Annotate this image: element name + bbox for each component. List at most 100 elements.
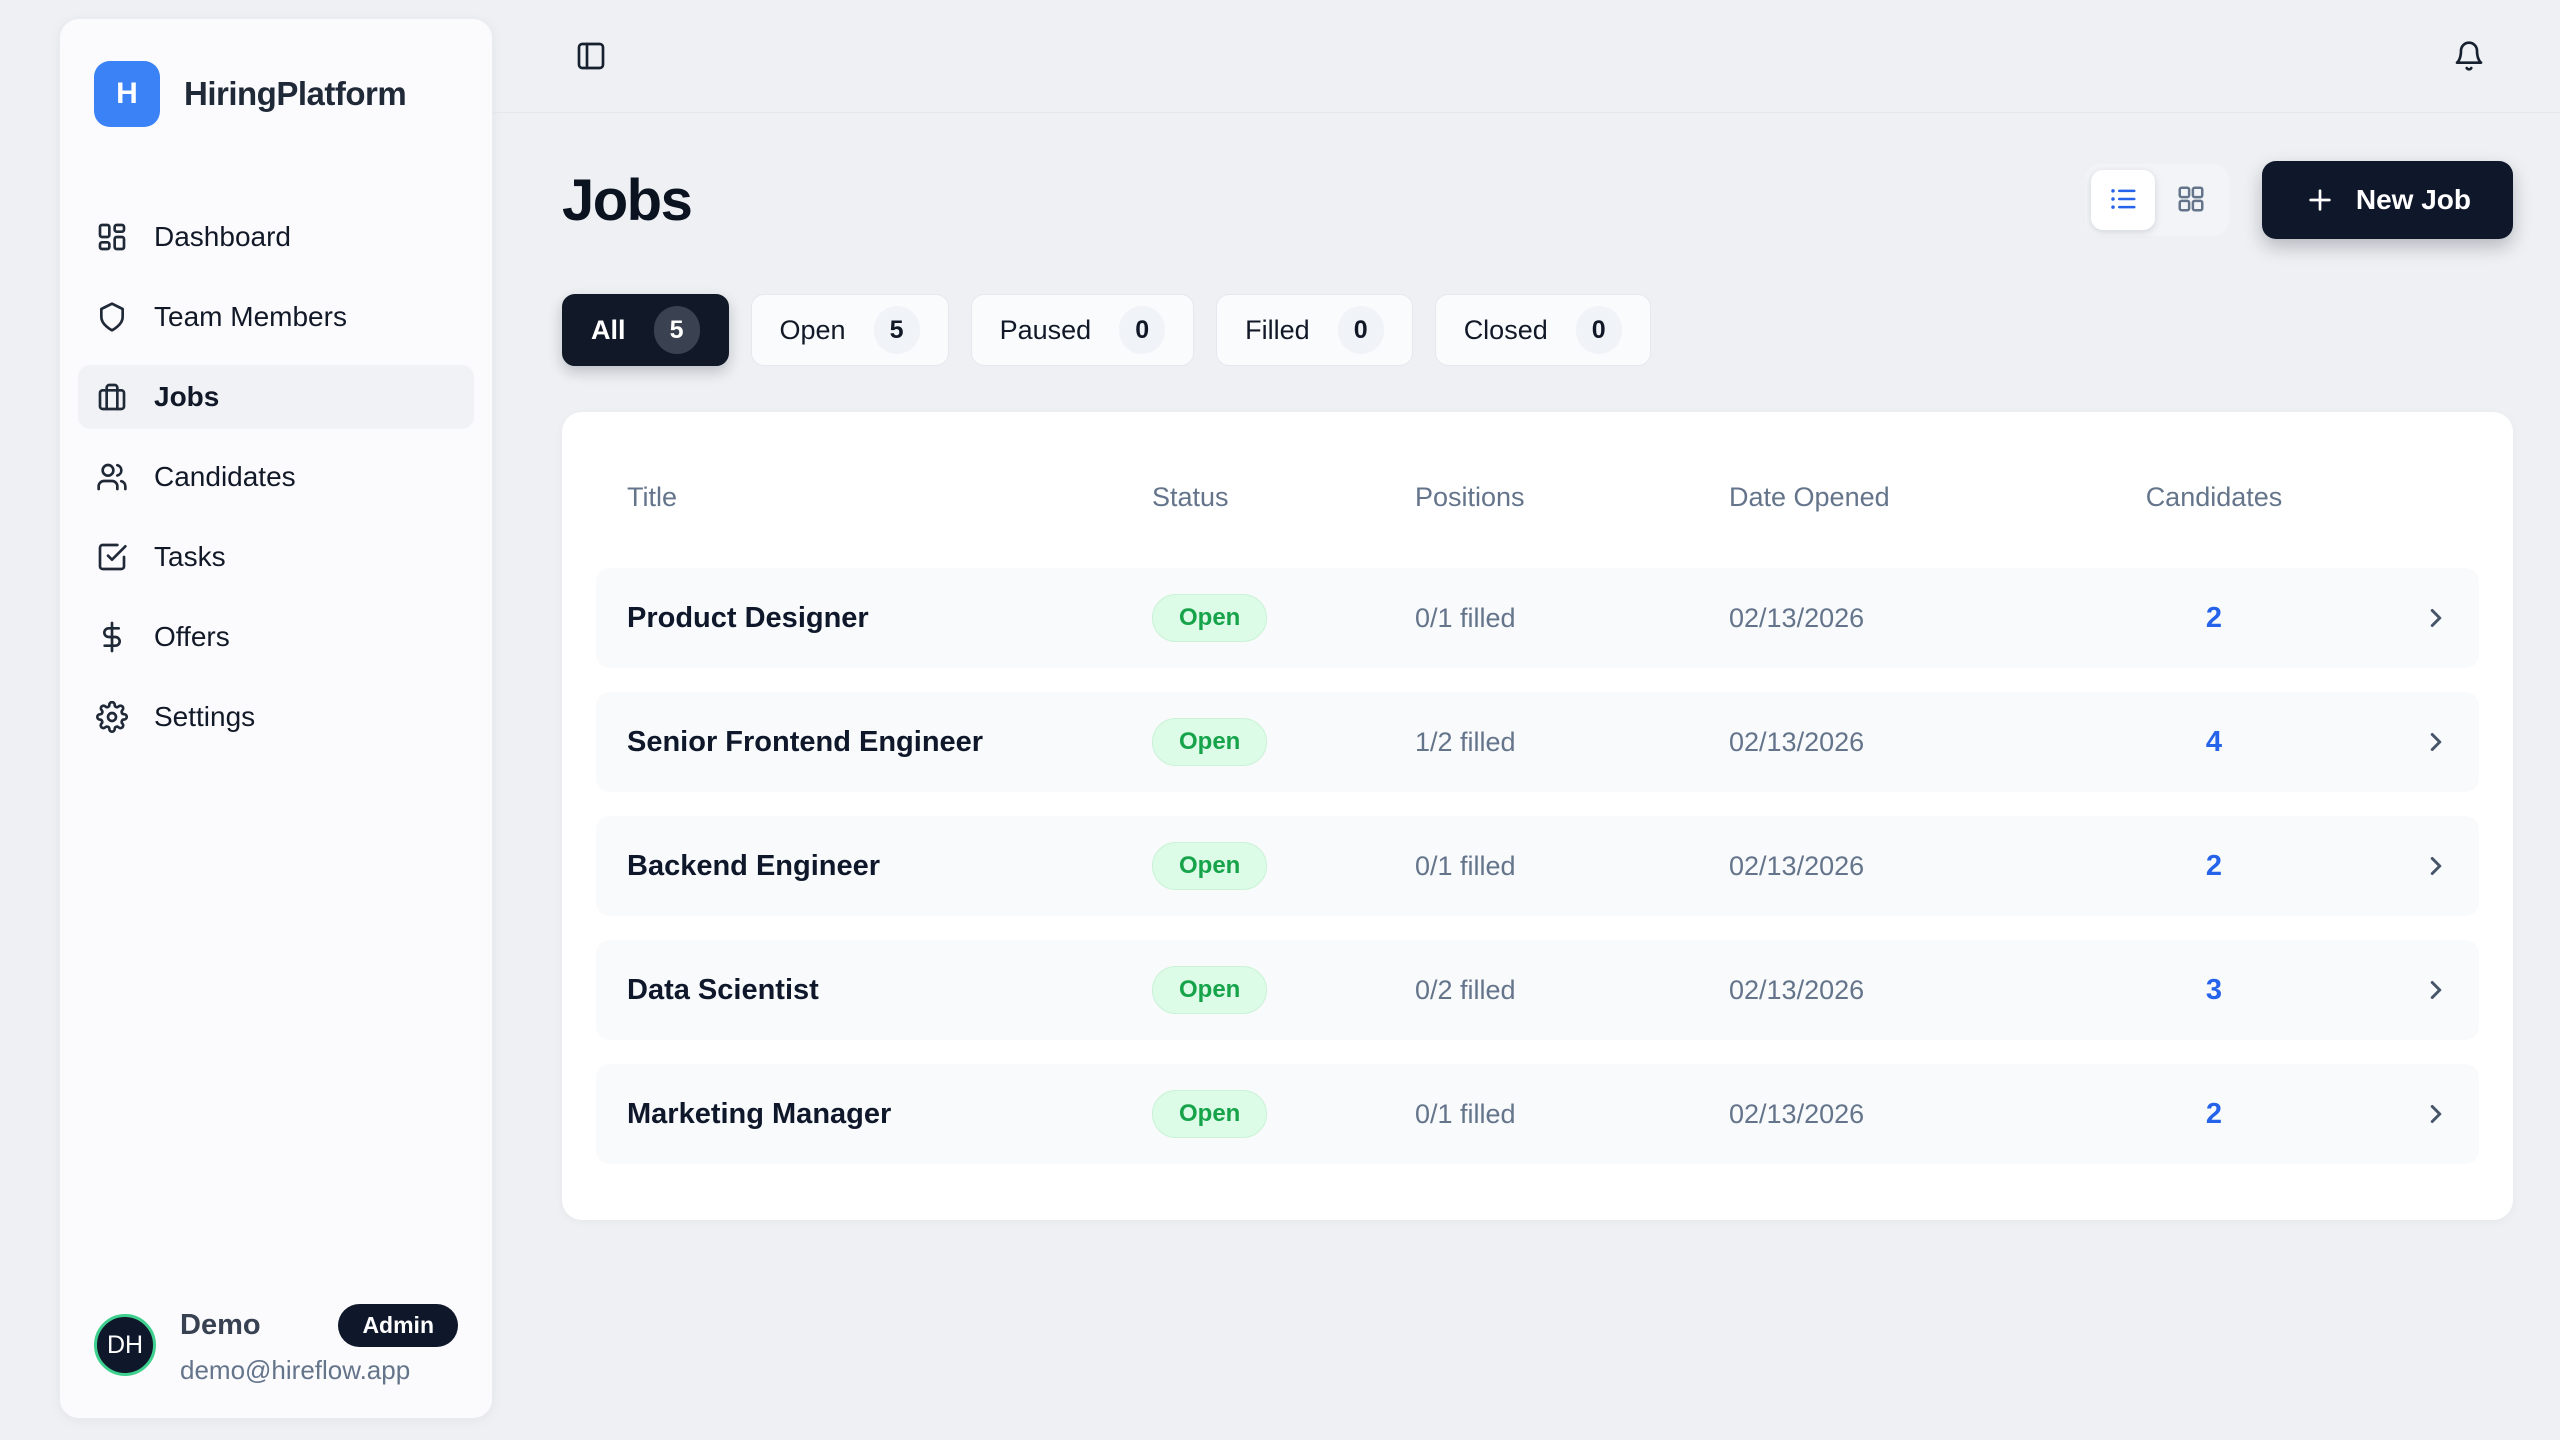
filter-tab-count: 0	[1119, 306, 1166, 354]
table-row[interactable]: Data Scientist Open 0/2 filled 02/13/202…	[596, 940, 2479, 1040]
list-view-button[interactable]	[2090, 170, 2155, 230]
sidebar-item-label: Settings	[154, 701, 256, 732]
check-square-icon	[96, 541, 128, 573]
page-title: Jobs	[562, 167, 693, 233]
status-badge: Open	[1152, 1090, 1268, 1138]
app-logo-icon: H	[94, 61, 160, 127]
sidebar-item-offers[interactable]: Offers	[78, 605, 474, 669]
sidebar-item-label: Jobs	[154, 381, 220, 412]
status-badge: Open	[1152, 594, 1268, 642]
sidebar-item-label: Team Members	[154, 301, 347, 332]
sidebar-item-dashboard[interactable]: Dashboard	[78, 205, 474, 269]
main-area: Jobs	[493, 0, 2560, 1440]
filter-tab-count: 5	[653, 306, 700, 354]
status-badge: Open	[1152, 718, 1268, 766]
job-date-opened: 02/13/2026	[1729, 974, 1865, 1005]
topbar	[493, 0, 2560, 113]
plus-icon	[2304, 184, 2336, 216]
page-head: Jobs	[562, 161, 2513, 239]
brand: H HiringPlatform	[60, 19, 492, 127]
shield-icon	[96, 301, 128, 333]
user-name: Demo	[180, 1309, 261, 1341]
job-date-opened: 02/13/2026	[1729, 1098, 1865, 1129]
table-row[interactable]: Backend Engineer Open 0/1 filled 02/13/2…	[596, 816, 2479, 916]
job-positions: 1/2 filled	[1415, 726, 1516, 757]
sidebar-item-settings[interactable]: Settings	[78, 685, 474, 749]
sidebar-item-jobs[interactable]: Jobs	[78, 365, 474, 429]
chevron-right-icon	[2421, 851, 2451, 881]
job-title: Product Designer	[627, 601, 869, 634]
sidebar-nav: Dashboard Team Members Jobs Candidates T…	[60, 205, 492, 749]
notifications-button[interactable]	[2453, 40, 2485, 72]
bell-icon	[2453, 41, 2485, 75]
sidebar-item-tasks[interactable]: Tasks	[78, 525, 474, 589]
filter-tab-count: 5	[873, 306, 920, 354]
sidebar-item-team-members[interactable]: Team Members	[78, 285, 474, 349]
filter-tab-label: Closed	[1463, 314, 1548, 345]
page-content: Jobs	[493, 161, 2560, 1220]
job-positions: 0/2 filled	[1415, 974, 1516, 1005]
status-filters: All 5 Open 5 Paused 0 Filled 0 Closed 0	[562, 294, 2513, 366]
sidebar-item-label: Tasks	[154, 541, 226, 572]
user-info: Demo Admin demo@hireflow.app	[180, 1304, 458, 1386]
job-candidates-count[interactable]: 2	[2205, 601, 2223, 634]
grid-view-button[interactable]	[2159, 170, 2223, 230]
app-logo-letter: H	[116, 77, 138, 110]
new-job-button[interactable]: New Job	[2261, 161, 2513, 239]
view-toggle	[2084, 164, 2229, 236]
table-row[interactable]: Product Designer Open 0/1 filled 02/13/2…	[596, 568, 2479, 668]
job-status-cell: Open	[1152, 718, 1415, 766]
app-name: HiringPlatform	[184, 75, 407, 112]
table-row[interactable]: Senior Frontend Engineer Open 1/2 filled…	[596, 692, 2479, 792]
new-job-label: New Job	[2355, 184, 2471, 215]
filter-tab-all[interactable]: All 5	[562, 294, 729, 366]
gear-icon	[96, 701, 128, 733]
dollar-icon	[96, 621, 128, 653]
column-header-date-opened: Date Opened	[1729, 481, 1890, 512]
filter-tab-filled[interactable]: Filled 0	[1216, 294, 1413, 366]
job-candidates-count[interactable]: 3	[2205, 973, 2223, 1006]
job-status-cell: Open	[1152, 594, 1415, 642]
sidebar-item-label: Offers	[154, 621, 230, 652]
filter-tab-closed[interactable]: Closed 0	[1434, 294, 1651, 366]
sidebar-item-candidates[interactable]: Candidates	[78, 445, 474, 509]
job-date-opened: 02/13/2026	[1729, 602, 1865, 633]
filter-tab-count: 0	[1337, 306, 1384, 354]
column-header-title: Title	[627, 481, 678, 512]
column-header-candidates: Candidates	[2145, 481, 2283, 512]
table-body: Product Designer Open 0/1 filled 02/13/2…	[596, 568, 2479, 1164]
panel-left-icon	[575, 42, 607, 75]
filter-tab-label: Paused	[999, 314, 1092, 345]
column-header-positions: Positions	[1415, 481, 1525, 512]
column-header-status: Status	[1152, 481, 1229, 512]
job-positions: 0/1 filled	[1415, 1098, 1516, 1129]
sidebar-toggle-button[interactable]	[575, 40, 607, 72]
job-status-cell: Open	[1152, 842, 1415, 890]
users-icon	[96, 461, 128, 493]
sidebar-item-label: Candidates	[154, 461, 296, 492]
status-badge: Open	[1152, 966, 1268, 1014]
filter-tab-label: Open	[779, 314, 846, 345]
avatar: DH	[94, 1314, 156, 1376]
job-title: Senior Frontend Engineer	[627, 725, 984, 758]
filter-tab-paused[interactable]: Paused 0	[970, 294, 1195, 366]
role-badge: Admin	[338, 1304, 458, 1347]
head-actions: New Job	[2084, 161, 2513, 239]
job-candidates-count[interactable]: 4	[2205, 725, 2223, 758]
job-date-opened: 02/13/2026	[1729, 850, 1865, 881]
job-title: Data Scientist	[627, 973, 819, 1006]
user-email: demo@hireflow.app	[180, 1355, 411, 1385]
job-candidates-count[interactable]: 2	[2205, 849, 2223, 882]
status-badge: Open	[1152, 842, 1268, 890]
job-status-cell: Open	[1152, 1090, 1415, 1138]
filter-tab-label: Filled	[1245, 314, 1310, 345]
briefcase-icon	[96, 381, 128, 413]
job-title: Marketing Manager	[627, 1097, 892, 1130]
sidebar: H HiringPlatform Dashboard Team Members …	[59, 18, 493, 1419]
chevron-right-icon	[2421, 975, 2451, 1005]
user-card: DH Demo Admin demo@hireflow.app	[94, 1304, 458, 1386]
job-candidates-count[interactable]: 2	[2205, 1097, 2223, 1130]
job-positions: 0/1 filled	[1415, 602, 1516, 633]
table-row[interactable]: Marketing Manager Open 0/1 filled 02/13/…	[596, 1064, 2479, 1164]
filter-tab-open[interactable]: Open 5	[750, 294, 949, 366]
